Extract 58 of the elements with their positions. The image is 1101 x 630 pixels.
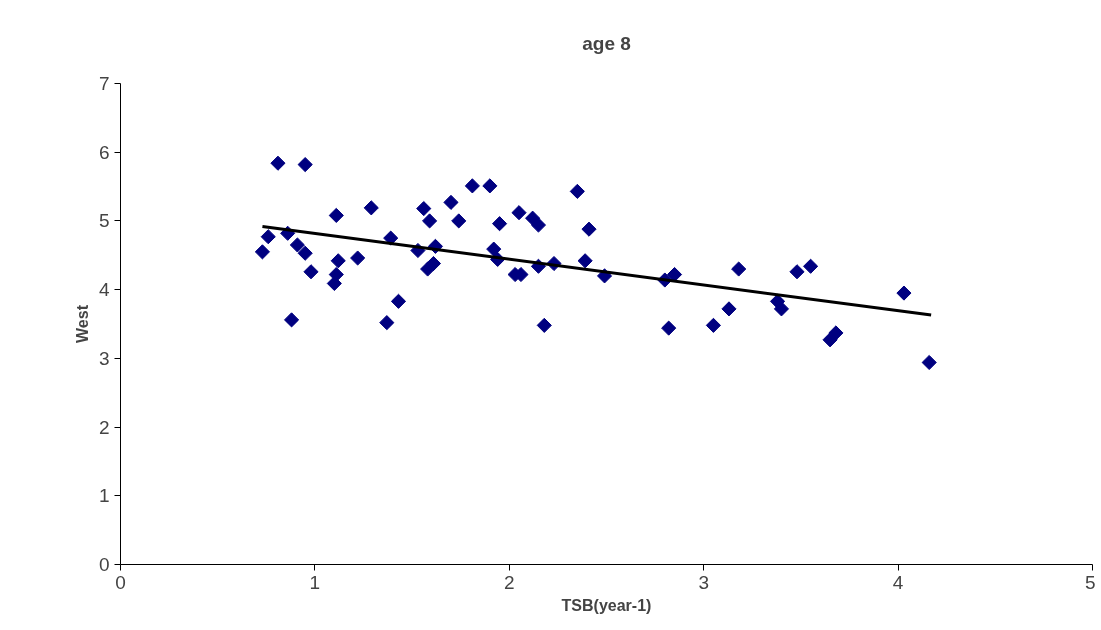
point — [363, 200, 379, 216]
y-tick-label: 3 — [98, 347, 110, 369]
y-tick-label: 2 — [98, 416, 110, 438]
point — [284, 312, 300, 328]
point — [422, 213, 438, 229]
point — [270, 155, 286, 171]
point — [661, 320, 677, 336]
point — [303, 264, 319, 280]
point — [577, 253, 593, 269]
chart-title: age 8 — [582, 32, 631, 54]
y-tick-label: 7 — [98, 73, 110, 94]
point — [828, 325, 844, 341]
point — [451, 213, 467, 229]
point — [486, 241, 502, 257]
point — [260, 229, 276, 245]
x-tick-label: 4 — [892, 571, 904, 593]
point — [328, 207, 344, 223]
point — [254, 244, 270, 260]
y-tick-label: 0 — [98, 554, 110, 575]
x-tick-label: 2 — [504, 571, 515, 593]
point — [921, 354, 937, 371]
point — [896, 285, 912, 301]
point — [482, 178, 498, 194]
y-tick-label: 6 — [98, 141, 110, 163]
y-tick-label: 1 — [98, 485, 110, 507]
point — [350, 250, 366, 266]
point — [326, 275, 342, 292]
x-tick-label: 0 — [115, 571, 126, 593]
point — [390, 293, 407, 309]
x-tick-label: 5 — [1084, 571, 1096, 593]
x-axis-title: TSB(year-1) — [561, 596, 652, 614]
point — [773, 301, 790, 317]
point — [416, 200, 432, 217]
point — [721, 301, 737, 317]
y-tick-label: 4 — [98, 279, 110, 301]
point — [443, 194, 459, 210]
point — [379, 315, 395, 331]
point — [789, 264, 805, 280]
point — [731, 261, 747, 277]
x-tick-label: 3 — [698, 571, 709, 593]
point — [492, 216, 508, 232]
point — [803, 258, 819, 274]
x-tick-label: 1 — [309, 571, 321, 593]
point — [530, 217, 547, 233]
point — [297, 157, 313, 173]
point — [705, 317, 721, 333]
point — [581, 221, 597, 237]
y-axis-title: West — [73, 304, 91, 343]
point — [330, 253, 346, 269]
y-tick-label: 5 — [98, 210, 110, 232]
point — [289, 237, 305, 253]
point — [536, 317, 552, 333]
point — [297, 245, 313, 261]
point — [511, 205, 527, 221]
point — [464, 178, 480, 194]
point — [383, 230, 399, 246]
point — [569, 183, 585, 199]
point — [425, 255, 442, 272]
